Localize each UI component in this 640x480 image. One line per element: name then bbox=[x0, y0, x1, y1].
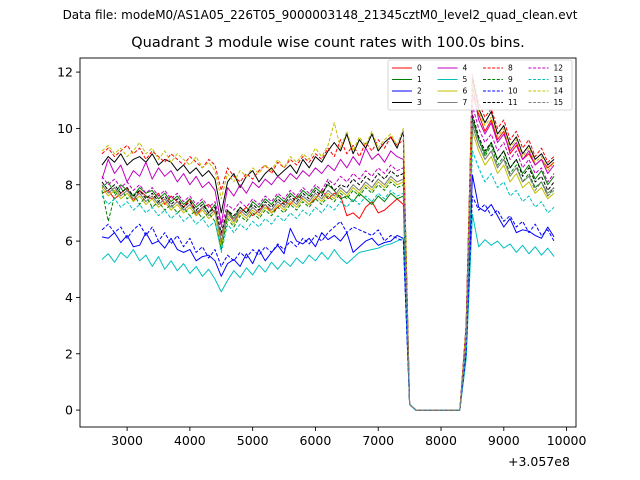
plot-frame bbox=[79, 57, 577, 428]
x-offset-label: +3.057e8 bbox=[508, 454, 570, 469]
series-line-13 bbox=[101, 150, 555, 411]
series-line-15 bbox=[101, 122, 555, 411]
series-line-5 bbox=[101, 213, 555, 411]
x-tick-label: 3000 bbox=[111, 433, 143, 448]
legend-label-2: 2 bbox=[417, 87, 422, 96]
y-tick-label: 12 bbox=[57, 65, 73, 80]
x-tick-label: 8000 bbox=[425, 433, 457, 448]
series-lines bbox=[101, 74, 555, 411]
legend-label-13: 13 bbox=[554, 75, 564, 84]
y-tick-label: 10 bbox=[57, 121, 73, 136]
y-tick-label: 4 bbox=[65, 290, 73, 305]
series-line-8 bbox=[101, 74, 555, 411]
series-line-4 bbox=[101, 85, 555, 411]
chart-title: Quadrant 3 module wise count rates with … bbox=[131, 35, 525, 51]
legend-label-11: 11 bbox=[508, 98, 518, 107]
x-axis-ticks: 3000 4000 5000 6000 7000 8000 9000 10000 bbox=[111, 427, 587, 448]
y-tick-label: 2 bbox=[65, 346, 73, 361]
series-line-0 bbox=[101, 94, 555, 411]
x-tick-label: 9000 bbox=[488, 433, 520, 448]
y-axis-ticks: 0 2 4 6 8 10 12 bbox=[57, 65, 80, 418]
x-tick-label: 10000 bbox=[547, 433, 587, 448]
series-line-2 bbox=[101, 174, 555, 411]
x-tick-label: 4000 bbox=[174, 433, 206, 448]
legend-label-1: 1 bbox=[417, 75, 422, 84]
series-line-3 bbox=[101, 77, 555, 411]
series-line-14 bbox=[101, 82, 555, 411]
y-tick-label: 0 bbox=[65, 403, 73, 418]
legend-label-12: 12 bbox=[554, 64, 564, 73]
y-tick-label: 6 bbox=[65, 234, 73, 249]
legend-label-7: 7 bbox=[463, 98, 468, 107]
x-tick-label: 6000 bbox=[300, 433, 332, 448]
x-tick-label: 7000 bbox=[362, 433, 394, 448]
series-line-6 bbox=[101, 130, 555, 411]
legend-label-3: 3 bbox=[417, 98, 422, 107]
legend-label-9: 9 bbox=[508, 75, 513, 84]
legend-label-10: 10 bbox=[508, 87, 518, 96]
figure-suptitle: Data file: modeM0/AS1A05_226T05_90000031… bbox=[62, 8, 578, 22]
series-line-10 bbox=[101, 195, 555, 411]
legend-box bbox=[387, 59, 573, 111]
legend-label-0: 0 bbox=[417, 64, 422, 73]
series-line-11 bbox=[101, 113, 555, 411]
legend-label-14: 14 bbox=[554, 87, 564, 96]
legend-label-5: 5 bbox=[463, 75, 468, 84]
legend-label-4: 4 bbox=[463, 64, 468, 73]
series-line-12 bbox=[101, 105, 555, 411]
legend-label-8: 8 bbox=[508, 64, 513, 73]
series-line-7 bbox=[101, 125, 555, 411]
legend-label-15: 15 bbox=[554, 98, 564, 107]
y-tick-label: 8 bbox=[65, 177, 73, 192]
x-tick-label: 5000 bbox=[237, 433, 269, 448]
series-line-9 bbox=[101, 116, 555, 411]
legend-label-6: 6 bbox=[463, 87, 468, 96]
